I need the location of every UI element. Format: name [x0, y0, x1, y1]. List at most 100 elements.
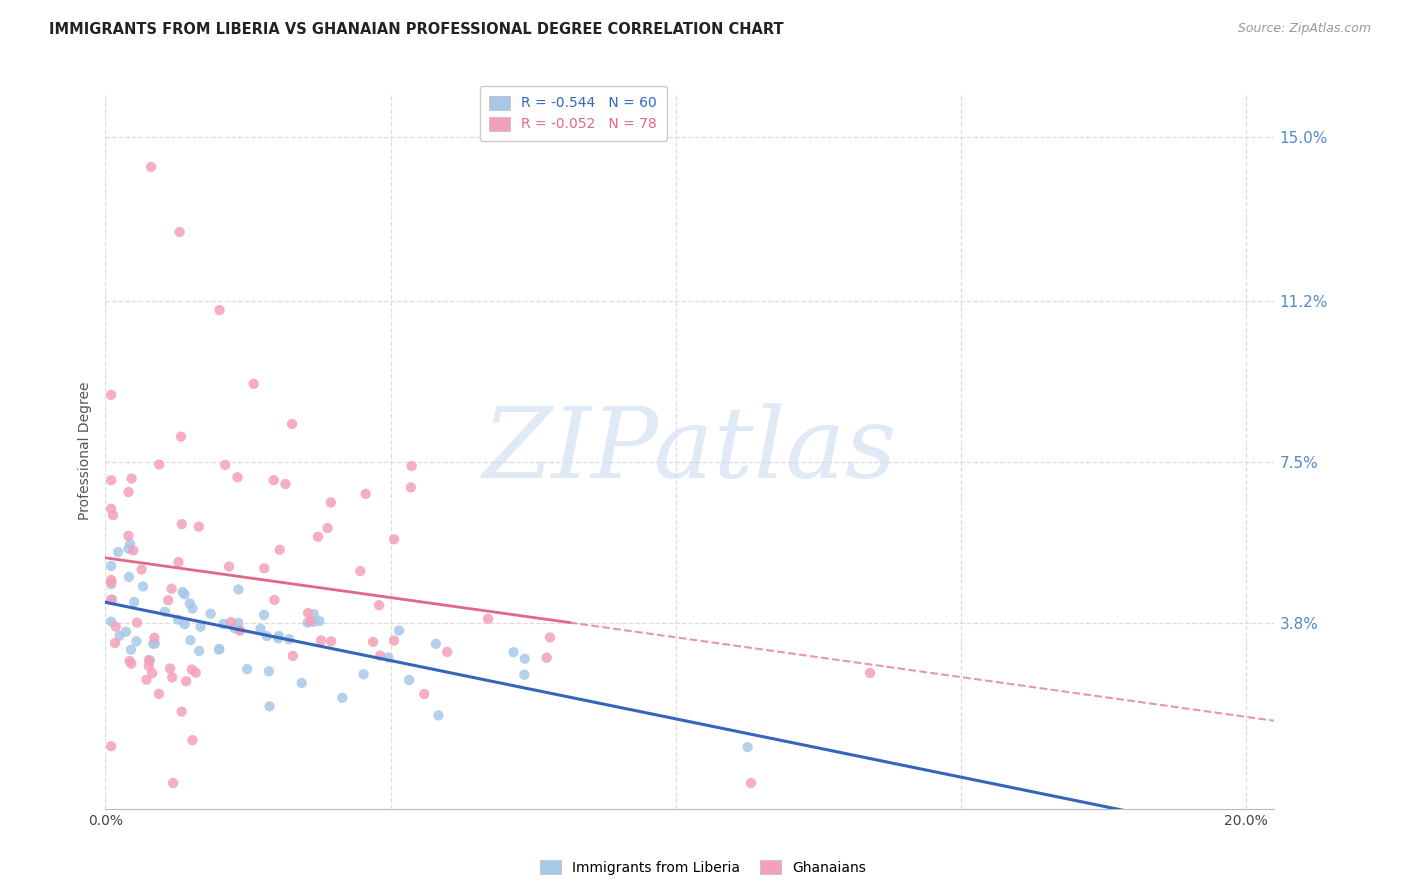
Point — [139, 160, 162, 174]
Point — [253, 607, 276, 622]
Point — [131, 562, 153, 576]
Point — [513, 651, 536, 665]
Point — [208, 642, 231, 657]
Point — [224, 621, 246, 635]
Point — [413, 687, 436, 701]
Point — [398, 673, 420, 687]
Point — [100, 501, 122, 516]
Point — [427, 708, 450, 723]
Point — [159, 661, 181, 675]
Point — [263, 593, 285, 607]
Point — [319, 495, 342, 509]
Point — [142, 637, 165, 651]
Point — [401, 458, 423, 473]
Point — [229, 624, 252, 638]
Point — [425, 637, 447, 651]
Point — [148, 687, 170, 701]
Point — [167, 555, 190, 569]
Point — [180, 663, 202, 677]
Point — [160, 670, 183, 684]
Point — [382, 533, 405, 547]
Point — [107, 545, 129, 559]
Point — [226, 582, 249, 597]
Point — [100, 558, 122, 573]
Legend: R = -0.544   N = 60, R = -0.052   N = 78: R = -0.544 N = 60, R = -0.052 N = 78 — [479, 86, 666, 141]
Text: IMMIGRANTS FROM LIBERIA VS GHANAIAN PROFESSIONAL DEGREE CORRELATION CHART: IMMIGRANTS FROM LIBERIA VS GHANAIAN PROF… — [49, 22, 783, 37]
Point — [170, 430, 193, 444]
Point — [100, 388, 122, 402]
Point — [281, 417, 304, 431]
Point — [353, 667, 375, 681]
Point — [104, 636, 127, 650]
Point — [132, 579, 155, 593]
Point — [257, 665, 280, 679]
Point — [100, 615, 122, 629]
Point — [382, 633, 405, 648]
Point — [117, 541, 139, 556]
Point — [319, 634, 342, 648]
Point — [174, 674, 197, 689]
Point — [299, 615, 322, 629]
Point — [502, 645, 524, 659]
Point — [274, 477, 297, 491]
Point — [120, 657, 142, 671]
Point — [100, 473, 122, 487]
Point — [291, 676, 314, 690]
Point — [242, 376, 264, 391]
Point — [281, 648, 304, 663]
Point — [307, 530, 329, 544]
Point — [278, 632, 301, 647]
Point — [302, 615, 325, 629]
Point — [228, 623, 250, 637]
Point — [100, 577, 122, 591]
Point — [100, 575, 122, 590]
Point — [259, 699, 281, 714]
Point — [153, 605, 176, 619]
Point — [399, 480, 422, 494]
Legend: Immigrants from Liberia, Ghanaians: Immigrants from Liberia, Ghanaians — [534, 855, 872, 880]
Point — [143, 637, 166, 651]
Point — [208, 303, 231, 318]
Point — [267, 632, 290, 646]
Point — [200, 607, 222, 621]
Point — [101, 592, 124, 607]
Point — [104, 619, 127, 633]
Point — [172, 585, 194, 599]
Point — [859, 665, 882, 680]
Point — [737, 740, 759, 755]
Point — [122, 543, 145, 558]
Point — [309, 633, 332, 648]
Point — [190, 620, 212, 634]
Point — [100, 739, 122, 754]
Point — [179, 633, 201, 648]
Point — [118, 654, 141, 668]
Text: Source: ZipAtlas.com: Source: ZipAtlas.com — [1237, 22, 1371, 36]
Point — [108, 629, 131, 643]
Point — [297, 606, 319, 620]
Point — [513, 667, 536, 681]
Point — [100, 573, 122, 587]
Point — [361, 635, 384, 649]
Point — [101, 508, 124, 522]
Point — [436, 645, 458, 659]
Point — [253, 561, 276, 575]
Point — [377, 650, 399, 665]
Point — [167, 613, 190, 627]
Point — [173, 587, 195, 601]
Point — [157, 593, 180, 607]
Point — [267, 629, 290, 643]
Point — [388, 624, 411, 638]
Point — [536, 650, 558, 665]
Point — [212, 617, 235, 632]
Point — [249, 622, 271, 636]
Point — [125, 615, 148, 630]
Point — [181, 733, 204, 747]
Point — [115, 624, 138, 639]
Point — [228, 615, 250, 630]
Point — [173, 617, 195, 632]
Point — [226, 470, 249, 484]
Point — [138, 653, 160, 667]
Point — [538, 631, 561, 645]
Point — [316, 521, 339, 535]
Point — [160, 582, 183, 596]
